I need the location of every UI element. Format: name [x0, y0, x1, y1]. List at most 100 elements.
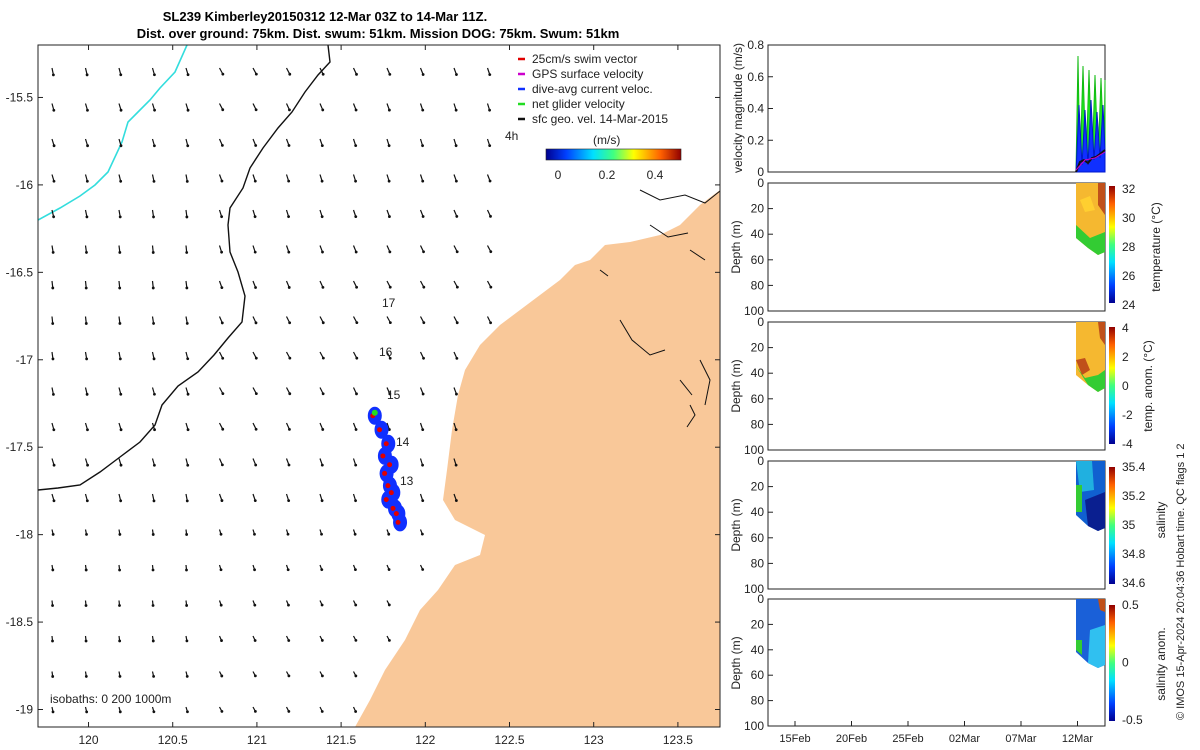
- colorbar-tick-label: 35.4: [1122, 460, 1146, 474]
- vel-ytick-label: 0.8: [747, 38, 764, 52]
- isobaths-legend: isobaths: 0 200 1000m: [50, 692, 171, 706]
- velocity-arrow-head: [387, 532, 391, 536]
- colorbar-tick-label: -4: [1122, 437, 1133, 451]
- velocity-arrow-head: [455, 392, 458, 396]
- velocity-arrows: [51, 67, 493, 714]
- velocity-arrow-head: [186, 357, 190, 361]
- velocity-arrow-head: [51, 532, 55, 536]
- map-xtick-label: 120: [79, 733, 99, 747]
- coast-islands: [599, 189, 720, 428]
- velocity-arrow-head: [219, 603, 223, 607]
- swim-vector-mark: [385, 483, 391, 489]
- depth-tick-label: 0: [757, 176, 764, 190]
- map-xtick-label: 122.5: [494, 733, 524, 747]
- colorbar-tick-label: 35: [1122, 518, 1136, 532]
- velocity-arrow-head: [388, 250, 392, 254]
- velocity-arrow-head: [220, 639, 223, 642]
- velocity-arrow-head: [51, 251, 55, 254]
- velocity-arrow-head: [455, 250, 459, 254]
- velocity-arrow-head: [86, 108, 89, 112]
- map-ytick-label: -17.5: [6, 440, 34, 454]
- depth-tick-label: 40: [751, 505, 765, 519]
- velocity-arrow-head: [320, 674, 324, 678]
- swim-vector-mark: [380, 453, 386, 459]
- velocity-arrow-head: [387, 603, 391, 607]
- map-ytick-label: -18.5: [6, 615, 34, 629]
- velocity-arrow-head: [320, 215, 324, 219]
- temperature-cb-label: temperature (°C): [1149, 202, 1163, 292]
- velocity-arrow-head: [186, 428, 190, 432]
- velocity-arrow-head: [387, 179, 391, 183]
- depth-tick-label: 60: [751, 531, 765, 545]
- colorbar-tick-label: 0: [1122, 379, 1129, 393]
- legend-label: GPS surface velocity: [532, 67, 643, 81]
- track-start: [371, 409, 378, 416]
- title-line-2: Dist. over ground: 75km. Dist. swum: 51k…: [137, 26, 620, 41]
- velocity-arrow-head: [286, 568, 290, 572]
- colorbar-tick-label: 26: [1122, 269, 1136, 283]
- colorbar-tick-label: 30: [1122, 211, 1136, 225]
- velocity-arrow-head: [152, 322, 155, 325]
- velocity-arrow-head: [51, 286, 55, 290]
- depth-tick-label: 20: [751, 202, 765, 216]
- velocity-arrow-head: [86, 428, 89, 432]
- colorbar-tick-label: 0: [1122, 656, 1129, 670]
- velocity-arrow-head: [388, 73, 392, 76]
- salinity-panel-frame: [767, 460, 1106, 590]
- velocity-data: [1075, 55, 1106, 173]
- depth-tick-label: 100: [744, 304, 764, 318]
- hour-label: 4h: [505, 129, 518, 143]
- velocity-arrow-head: [455, 356, 459, 360]
- velocity-arrow-head: [354, 710, 358, 713]
- velocity-arrow-head: [221, 356, 225, 360]
- velocity-arrow-head: [220, 179, 224, 183]
- legend-label: dive-avg current veloc.: [532, 82, 653, 96]
- day-label-13: 13: [400, 474, 414, 488]
- time-xtick-label: 15Feb: [779, 733, 810, 745]
- velocity-arrow-head: [254, 286, 257, 289]
- velocity-arrow-head: [422, 356, 425, 360]
- velocity-arrow-head: [421, 428, 425, 432]
- velocity-arrow-head: [421, 108, 425, 112]
- velocity-arrow-head: [287, 603, 290, 607]
- velocity-arrow-head: [52, 108, 56, 112]
- velocity-arrow-head: [85, 499, 89, 503]
- colorbar-tick-label: 32: [1122, 182, 1136, 196]
- velocity-arrow-head: [454, 144, 458, 148]
- velocity-arrow-head: [153, 392, 156, 396]
- velocity-arrow-head: [118, 710, 122, 714]
- velocity-arrow-head: [254, 72, 258, 76]
- swim-vector-mark: [390, 505, 396, 511]
- velocity-arrow-head: [118, 533, 122, 536]
- time-xtick-label: 07Mar: [1005, 733, 1037, 745]
- temperature-panel-frame: [767, 182, 1106, 312]
- legend-label: 25cm/s swim vector: [532, 52, 637, 66]
- velocity-arrow-head: [254, 427, 258, 431]
- velocity-arrow-head: [119, 392, 123, 396]
- credit-text: © IMOS 15-Apr-2024 20:04:36 Hobart time.…: [1175, 443, 1187, 720]
- velocity-arrow-head: [387, 638, 391, 642]
- swim-vector-mark: [393, 511, 399, 517]
- velocity-arrow-head: [320, 463, 324, 467]
- velocity-arrow-head: [388, 356, 392, 360]
- velocity-arrow-head: [422, 321, 426, 325]
- colorbar-tick-0: 0: [555, 168, 562, 182]
- velocity-arrow-head: [186, 392, 190, 396]
- velocity-arrow-head: [52, 428, 56, 432]
- velocity-arrow-head: [321, 392, 325, 396]
- velocity-arrow-head: [288, 72, 292, 76]
- velocity-arrow-head: [220, 143, 224, 147]
- velocity-arrow-head: [118, 639, 122, 643]
- velocity-arrow-head: [320, 568, 324, 572]
- velocity-arrow-head: [85, 357, 89, 361]
- day-label-16: 16: [379, 345, 393, 359]
- velocity-arrow-head: [320, 639, 324, 642]
- velocity-arrow-head: [52, 144, 56, 148]
- velocity-arrow-head: [286, 532, 290, 536]
- velocity-arrow-head: [455, 73, 458, 76]
- map-xtick-label: 121: [247, 733, 267, 747]
- depth-tick-label: 100: [744, 443, 764, 457]
- colorbar-tick-1: 0.2: [599, 168, 616, 182]
- velocity-arrow-head: [287, 250, 291, 254]
- velocity-arrow-head: [51, 73, 55, 77]
